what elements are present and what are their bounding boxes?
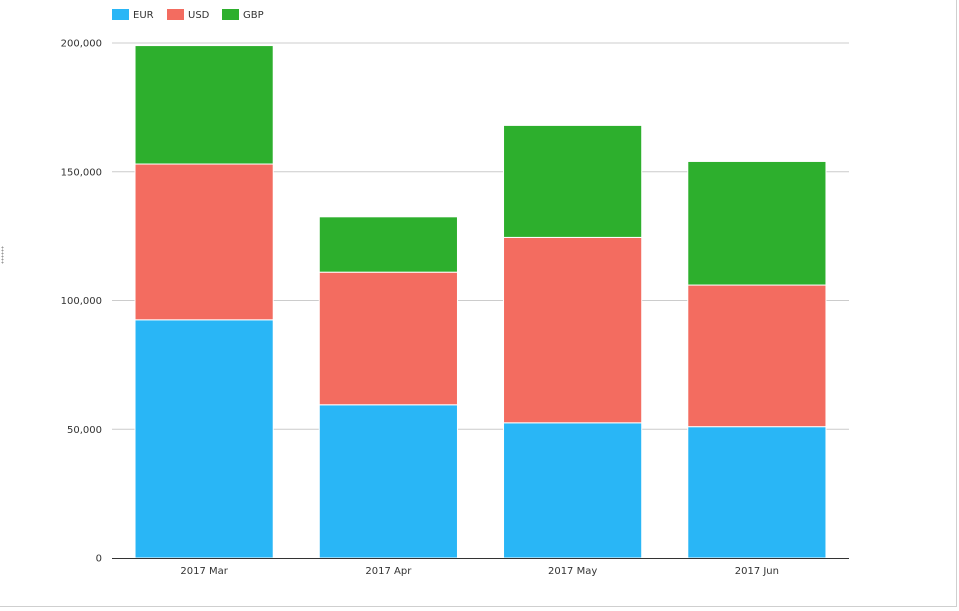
bar-stacks [134,45,827,559]
legend-label-usd: USD [188,10,210,21]
legend: EUR USD GBP [112,9,264,21]
bar-eur-1[interactable] [318,404,458,559]
legend-label-eur: EUR [133,10,154,21]
y-tick-label: 200,000 [61,39,102,50]
x-tick-label: 2017 May [548,566,597,577]
bar-usd-0[interactable] [134,163,274,321]
bar-usd-3[interactable] [687,284,827,428]
x-tick-label: 2017 Apr [365,566,412,577]
x-tick-label: 2017 Jun [735,566,779,577]
bar-usd-1[interactable] [318,271,458,406]
bar-stack[interactable] [134,45,274,559]
y-tick-label: 100,000 [61,296,102,307]
bar-gbp-3[interactable] [687,160,827,286]
bar-stack[interactable] [687,160,827,559]
bar-stack[interactable] [318,216,458,559]
bar-eur-3[interactable] [687,426,827,559]
bar-gbp-0[interactable] [134,45,274,165]
x-tick-label: 2017 Mar [180,566,228,577]
x-axis: 2017 Mar 2017 Apr 2017 May 2017 Jun [112,558,849,577]
legend-swatch-usd [167,9,184,20]
legend-swatch-gbp [222,9,239,20]
resize-handle-icon[interactable] [1,246,4,264]
y-axis: 0 50,000 100,000 150,000 200,000 [61,39,102,565]
bar-usd-2[interactable] [503,236,643,424]
bar-eur-0[interactable] [134,319,274,559]
y-tick-label: 150,000 [61,167,102,178]
bar-gbp-2[interactable] [503,124,643,238]
y-tick-label: 0 [96,554,102,565]
y-tick-label: 50,000 [67,425,102,436]
legend-swatch-eur [112,9,129,20]
legend-label-gbp: GBP [243,10,264,21]
bar-stack[interactable] [503,124,643,559]
bar-eur-2[interactable] [503,422,643,559]
bar-gbp-1[interactable] [318,216,458,273]
